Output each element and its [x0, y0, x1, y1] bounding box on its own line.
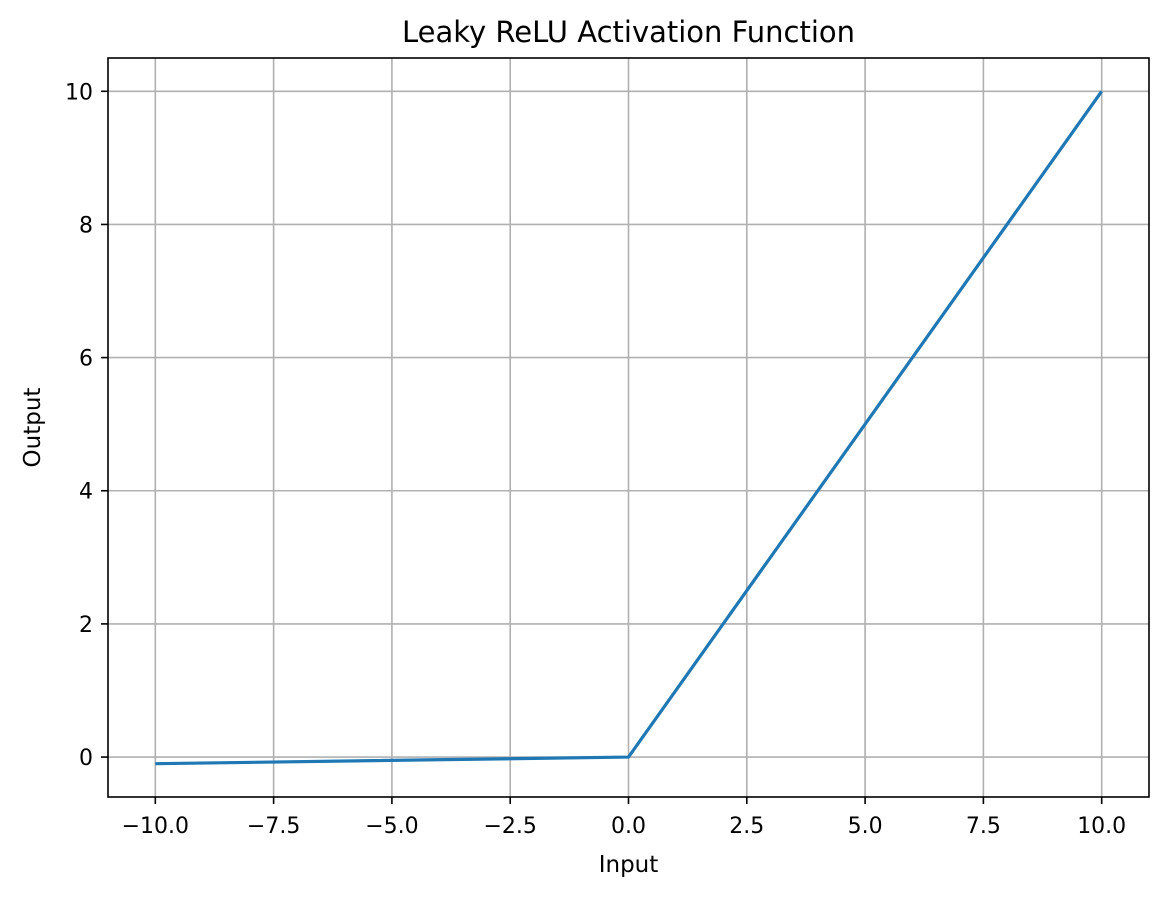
y-tick-label: 0	[79, 746, 93, 771]
x-tick-label: 5.0	[848, 814, 883, 839]
x-axis-ticks: −10.0 −7.5 −5.0 −2.5 0.0 2.5 5.0 7.5 10.0	[122, 797, 1126, 839]
y-tick-label: 8	[79, 213, 93, 238]
chart-title: Leaky ReLU Activation Function	[402, 15, 855, 49]
x-tick-label: −7.5	[247, 814, 300, 839]
series-line	[155, 90, 1103, 766]
y-tick-label: 10	[65, 80, 93, 105]
y-axis-label: Output	[20, 388, 46, 468]
x-tick-label: −10.0	[122, 814, 189, 839]
y-axis-ticks: 0 2 4 6 8 10	[65, 80, 108, 771]
x-tick-label: 7.5	[966, 814, 1001, 839]
y-tick-label: 2	[79, 613, 93, 638]
y-tick-label: 6	[79, 347, 93, 372]
x-tick-label: 0.0	[611, 814, 646, 839]
y-tick-label: 4	[79, 480, 93, 505]
x-axis-label: Input	[599, 852, 659, 878]
x-tick-label: −2.5	[483, 814, 536, 839]
x-tick-label: −5.0	[365, 814, 418, 839]
series-layer	[155, 90, 1103, 766]
x-tick-label: 10.0	[1077, 814, 1126, 839]
x-tick-label: 2.5	[729, 814, 764, 839]
